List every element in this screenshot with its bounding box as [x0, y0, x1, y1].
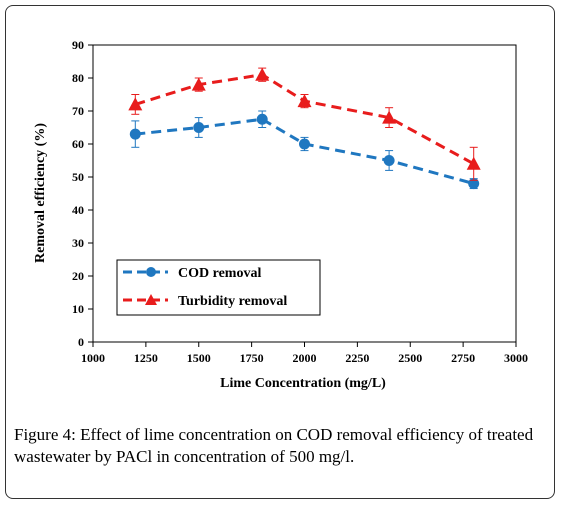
x-tick-label: 2250	[345, 351, 369, 365]
turbidity-data-point	[128, 97, 143, 111]
y-tick-label: 90	[72, 38, 84, 52]
y-tick-label: 40	[72, 203, 84, 217]
y-tick-label: 0	[78, 335, 84, 349]
turbidity-data-point	[382, 110, 397, 124]
legend-turbidity-label: Turbidity removal	[178, 294, 287, 309]
y-tick-label: 30	[72, 236, 84, 250]
cod-data-point	[468, 178, 480, 190]
x-tick-label: 2000	[293, 351, 317, 365]
cod-series-line	[135, 117, 475, 186]
x-tick-label: 2500	[398, 351, 422, 365]
y-tick-label: 80	[72, 71, 84, 85]
y-tick-label: 70	[72, 104, 84, 118]
x-tick-label: 1000	[81, 351, 105, 365]
chart-legend: COD removal Turbidity removal	[116, 259, 321, 316]
y-tick-label: 60	[72, 137, 84, 151]
line-chart: 1000 1250 1500 1750 2000 2250 2500 2750 3000 0 10 2…	[33, 38, 528, 391]
turbidity-data-point	[191, 77, 206, 91]
turbidity-series-line	[134, 73, 475, 166]
legend-cod-label: COD removal	[178, 266, 261, 281]
cod-data-point	[299, 138, 310, 150]
x-tick-label: 2750	[451, 351, 475, 365]
turbidity-data-point	[297, 94, 312, 108]
x-tick-label: 3000	[504, 351, 528, 365]
chart-series	[128, 67, 481, 190]
x-tick-label: 1500	[187, 351, 211, 365]
caption-text: Effect of lime concentration on COD remo…	[14, 425, 534, 466]
legend-cod-marker	[146, 267, 156, 277]
x-tick-label: 1250	[134, 351, 158, 365]
cod-data-point	[256, 113, 268, 125]
chart-axes: 1000 1250 1500 1750 2000 2250 2500 2750 3000 0 10 2…	[72, 38, 528, 365]
x-tick-label: 1750	[240, 351, 264, 365]
y-tick-label: 10	[72, 302, 84, 316]
turbidity-data-point	[255, 67, 270, 81]
y-tick-label: 50	[72, 170, 84, 184]
y-tick-label: 20	[72, 269, 84, 283]
cod-data-point	[129, 128, 141, 140]
legend-turbidity-marker	[145, 294, 157, 305]
figure-caption: Figure 4: Effect of lime concentration o…	[14, 424, 549, 468]
cod-data-point	[383, 155, 395, 166]
caption-label: Figure 4:	[14, 425, 76, 444]
turbidity-data-point	[466, 156, 481, 170]
cod-data-point	[193, 122, 205, 133]
x-axis-title: Lime Concentration (mg/L)	[220, 376, 386, 391]
y-axis-title: Removal efficiency (%)	[33, 123, 48, 263]
